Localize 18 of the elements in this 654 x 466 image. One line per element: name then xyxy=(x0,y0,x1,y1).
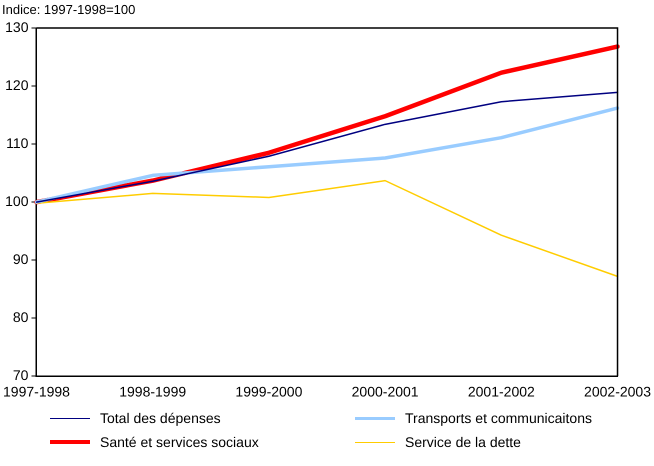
legend-label: Santé et services sociaux xyxy=(100,434,259,450)
x-tick-label: 2001-2002 xyxy=(468,383,536,400)
y-tick-label: 110 xyxy=(6,134,29,151)
x-tick-label: 2002-2003 xyxy=(584,383,652,400)
x-tick-label: 1999-2000 xyxy=(235,383,303,400)
legend-label: Transports et communicaitons xyxy=(405,410,592,426)
legend-label: Total des dépenses xyxy=(100,410,221,426)
y-tick-label: 90 xyxy=(12,250,29,267)
y-tick-label: 80 xyxy=(12,309,29,326)
legend-label: Service de la dette xyxy=(405,434,521,450)
y-tick-label: 120 xyxy=(5,76,29,93)
y-tick-label: 100 xyxy=(5,192,29,209)
x-tick-label: 1997-1998 xyxy=(3,383,70,400)
y-tick-label: 70 xyxy=(12,367,29,384)
x-tick-label: 1998-1999 xyxy=(119,383,186,400)
x-tick-label: 2000-2001 xyxy=(352,383,419,400)
y-axis-title: Indice: 1997-1998=100 xyxy=(2,2,136,17)
y-tick-label: 130 xyxy=(5,18,29,35)
